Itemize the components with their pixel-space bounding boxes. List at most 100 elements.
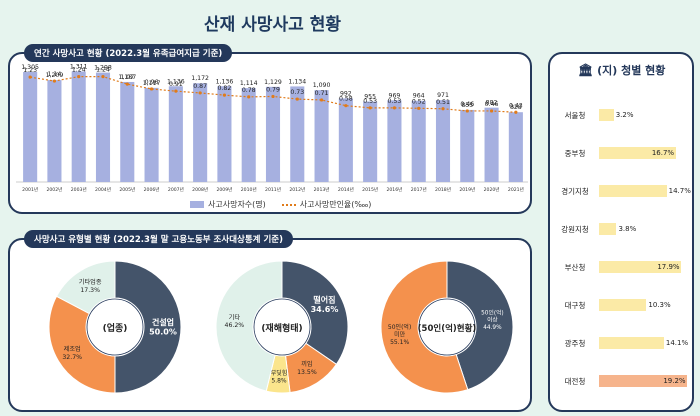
region-bar bbox=[599, 147, 676, 159]
slice-label-50인(억) 이상: 50인(억)이상44.9% bbox=[481, 308, 504, 331]
x-tick-2017년: 2017년 bbox=[411, 186, 427, 193]
rate-point-2002년 bbox=[52, 79, 57, 83]
bar-2018년 bbox=[435, 100, 451, 182]
annual-bar-line-chart: 1,305 2001년 1,209 2002년 1,311 2003년 1,298 2004년… bbox=[16, 64, 528, 193]
svg-text:부딪힘: 부딪힘 bbox=[271, 369, 288, 377]
rate-point-2016년 bbox=[392, 106, 397, 110]
bar-label-2002년: 1,209 bbox=[46, 72, 64, 79]
x-tick-2014년: 2014년 bbox=[338, 186, 354, 193]
region-value: 17.9% bbox=[657, 263, 680, 271]
slice-기타 bbox=[215, 260, 283, 392]
slice-제조업 bbox=[48, 295, 116, 394]
x-tick-2019년: 2019년 bbox=[459, 186, 475, 193]
bar-2009년 bbox=[217, 86, 232, 182]
rate-label-2014년: 0.58 bbox=[339, 96, 353, 103]
rate-label-2019년: 0.46 bbox=[460, 101, 474, 108]
bar-2014년 bbox=[338, 98, 353, 182]
svg-text:제조업: 제조업 bbox=[64, 345, 81, 353]
region-name: 경기지청 bbox=[561, 187, 589, 196]
bar-label-2016년: 969 bbox=[389, 92, 401, 99]
bar-2021년 bbox=[508, 112, 523, 182]
rate-label-2007년: 0.91 bbox=[169, 81, 183, 88]
x-tick-2001년: 2001년 bbox=[22, 186, 38, 193]
region-value: 14.7% bbox=[668, 187, 691, 195]
donut-title: (재해형태) bbox=[261, 322, 302, 334]
svg-text:46.2%: 46.2% bbox=[225, 322, 245, 329]
svg-text:13.5%: 13.5% bbox=[297, 369, 317, 376]
region-name: 부산청 bbox=[564, 263, 586, 272]
slice-건설업 bbox=[114, 260, 182, 394]
rate-label-2005년: 1.07 bbox=[120, 74, 134, 81]
rate-label-2017년: 0.52 bbox=[412, 98, 426, 105]
bar-2017년 bbox=[411, 100, 426, 182]
slice-label-50인(억) 미만: 50인(억)미만55.1% bbox=[388, 323, 411, 346]
x-tick-2010년: 2010년 bbox=[241, 186, 257, 193]
slice-떨어짐 bbox=[281, 260, 349, 366]
legend-bar-label: 사고사망자수(명) bbox=[208, 200, 266, 209]
region-name: 서울청 bbox=[564, 111, 586, 120]
region-bar bbox=[599, 261, 682, 273]
rate-label-2002년: 1.14 bbox=[48, 71, 62, 78]
rate-point-2014년 bbox=[344, 104, 348, 108]
region-row-대구청: 대구청 10.3% bbox=[555, 294, 700, 316]
page-title: 산재 사망사고 현황 bbox=[204, 15, 341, 35]
region-row-대전청: 대전청 19.2% bbox=[555, 370, 700, 392]
slice-50인(억) 이상 bbox=[446, 260, 514, 391]
bar-label-2009년: 1,136 bbox=[216, 78, 234, 85]
region-name: 강원지청 bbox=[561, 225, 589, 234]
rate-point-2015년 bbox=[368, 106, 372, 110]
building-icon: 🏛 bbox=[578, 63, 594, 77]
x-tick-2007년: 2007년 bbox=[168, 186, 184, 193]
svg-text:50인(억): 50인(억) bbox=[388, 323, 411, 331]
x-tick-2003년: 2003년 bbox=[71, 186, 87, 193]
region-name: 대구청 bbox=[564, 301, 586, 310]
region-name: 중부청 bbox=[564, 149, 586, 158]
svg-text:미만: 미만 bbox=[394, 331, 406, 339]
rate-label-2004년: 1.24 bbox=[96, 67, 110, 74]
bar-label-2021년: 828 bbox=[510, 104, 522, 111]
bar-label-2006년: 1,117 bbox=[143, 80, 161, 87]
svg-text:5.8%: 5.8% bbox=[271, 378, 287, 385]
region-row-강원지청: 강원지청 3.8% bbox=[555, 218, 700, 240]
x-tick-2005년: 2005년 bbox=[119, 186, 135, 193]
x-tick-2021년: 2021년 bbox=[508, 186, 524, 193]
bar-2004년 bbox=[95, 72, 111, 182]
rate-label-2006년: 0.96 bbox=[145, 79, 159, 86]
bar-label-2013년: 1,090 bbox=[313, 82, 331, 89]
svg-text:17.3%: 17.3% bbox=[80, 287, 100, 294]
svg-text:50.0%: 50.0% bbox=[149, 327, 177, 336]
svg-text:기타: 기타 bbox=[229, 313, 241, 321]
rate-point-2011년 bbox=[271, 94, 275, 99]
svg-text:끼임: 끼임 bbox=[301, 360, 312, 368]
region-value: 14.1% bbox=[665, 339, 689, 347]
slice-기타업종 bbox=[55, 260, 116, 315]
x-tick-2004년: 2004년 bbox=[95, 186, 111, 193]
bar-2020년 bbox=[484, 107, 499, 182]
rate-label-2021년: 0.43 bbox=[509, 102, 523, 109]
region-value: 3.8% bbox=[618, 225, 637, 233]
rate-point-2020년 bbox=[489, 109, 494, 113]
rate-label-2013년: 0.71 bbox=[315, 90, 329, 97]
slice-50인(억) 미만 bbox=[380, 260, 469, 394]
region-bar bbox=[599, 337, 664, 349]
svg-text:이상: 이상 bbox=[487, 316, 498, 324]
bar-2002년 bbox=[47, 80, 62, 182]
rate-label-2010년: 0.78 bbox=[242, 87, 256, 94]
x-tick-2016년: 2016년 bbox=[386, 186, 402, 193]
region-name: 대전청 bbox=[564, 377, 586, 386]
bar-2013년 bbox=[314, 90, 329, 182]
bar-2016년 bbox=[387, 100, 402, 182]
rate-point-2013년 bbox=[319, 98, 324, 102]
bar-label-2019년: 855 bbox=[461, 102, 473, 109]
region-row-서울청: 서울청 3.2% bbox=[555, 104, 700, 126]
bar-2019년 bbox=[460, 109, 475, 182]
rate-point-2004년 bbox=[101, 75, 105, 79]
region-value: 10.3% bbox=[648, 301, 671, 309]
rate-point-2010년 bbox=[247, 95, 251, 99]
